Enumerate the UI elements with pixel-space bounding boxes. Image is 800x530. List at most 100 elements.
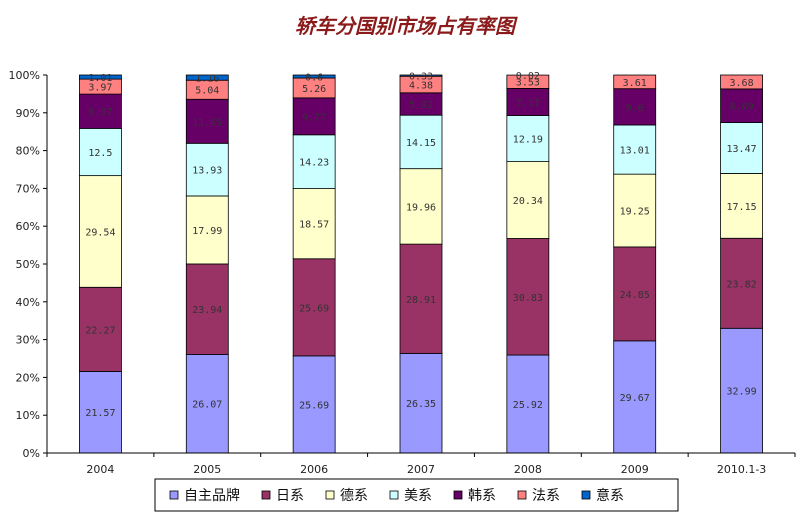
data-label: 12.5 — [88, 148, 112, 159]
legend: 自主品牌 日系 德系 美系 韩系 法系 意系 — [154, 478, 679, 512]
legend-label: 自主品牌 — [184, 487, 240, 504]
bar-segment — [79, 93, 122, 129]
bar-segment — [506, 238, 550, 356]
bar-segment — [399, 114, 443, 170]
data-labels-group: 21.57 22.27 29.54 12.5 9.07 3.971.01 26.07 23.9… — [85, 71, 756, 419]
data-label: 8.89 — [730, 102, 754, 113]
data-label: 0.02 — [516, 71, 540, 82]
data-label: 19.96 — [406, 202, 436, 213]
legend-box — [154, 478, 679, 512]
data-label: 17.99 — [192, 226, 222, 237]
y-tick-label: 30% — [16, 334, 40, 347]
legend-swatch — [325, 490, 335, 500]
bar-segment — [399, 168, 443, 245]
bar-segment — [185, 195, 229, 265]
bar-segment — [506, 354, 550, 454]
y-axis: 0% 10% 20% 30% 40% 50% 60% 70% 80% 90% 100% — [9, 69, 48, 460]
bar-segment — [292, 74, 336, 79]
bar-segment — [613, 74, 657, 90]
legend-label: 法系 — [532, 488, 560, 504]
data-label: 32.99 — [727, 387, 757, 398]
data-label: 22.27 — [85, 325, 115, 336]
bar-segment — [292, 97, 336, 136]
data-label: 4.38 — [409, 81, 433, 92]
data-label: 29.67 — [620, 393, 650, 404]
data-label: 9.77 — [302, 112, 326, 123]
y-tick-label: 90% — [16, 107, 40, 120]
bar-segment — [185, 263, 229, 355]
legend-swatch — [581, 490, 591, 500]
y-tick-label: 20% — [16, 371, 40, 384]
data-label: 14.15 — [406, 138, 436, 149]
bar-segment — [613, 173, 657, 248]
data-label: 20.34 — [513, 196, 543, 207]
data-label: 1.16 — [195, 74, 219, 85]
data-label: 3.68 — [730, 78, 754, 89]
bar-segment — [399, 243, 443, 354]
data-label: 13.93 — [192, 166, 222, 177]
data-label: 0.6 — [305, 72, 323, 83]
bar-segment — [79, 74, 122, 80]
legend-label: 日系 — [276, 488, 304, 504]
bar-segment — [185, 74, 229, 81]
data-label: 11.65 — [192, 117, 222, 128]
bar-segment — [185, 98, 229, 144]
bar-segment — [506, 88, 550, 116]
y-tick-label: 60% — [16, 220, 40, 233]
bars-group — [79, 74, 763, 454]
data-label: 5.26 — [302, 84, 326, 95]
data-label: 30.83 — [513, 293, 543, 304]
bar-segment — [185, 142, 229, 197]
data-label: 24.85 — [620, 290, 650, 301]
bar-segment — [399, 74, 443, 77]
data-label: 3.53 — [516, 78, 540, 89]
bar-segment — [506, 161, 550, 239]
x-axis: 2004 2005 2006 2007 2008 2009 2010.1-3 — [46, 452, 796, 476]
y-tick-label: 80% — [16, 145, 40, 158]
data-label: 28.91 — [406, 295, 436, 306]
legend-label: 美系 — [404, 488, 432, 504]
bar-segment — [720, 237, 763, 329]
data-label: 19.25 — [620, 207, 650, 218]
data-label: 17.15 — [727, 202, 757, 213]
data-label: 13.47 — [727, 144, 757, 155]
data-label: 25.69 — [299, 303, 329, 314]
data-label: 5.04 — [195, 86, 219, 97]
data-label: 26.35 — [406, 399, 436, 410]
data-label: 12.19 — [513, 135, 543, 146]
bar-segment — [613, 246, 657, 342]
legend-swatch — [517, 490, 527, 500]
data-label: 1.01 — [88, 73, 112, 84]
data-label: 5.92 — [409, 100, 433, 111]
legend-swatch — [169, 490, 179, 500]
bar-segment — [506, 115, 550, 162]
x-tick-label: 2005 — [193, 463, 221, 476]
bar-segment — [292, 355, 336, 454]
data-label: 26.07 — [192, 400, 222, 411]
x-tick-label: 2008 — [514, 463, 542, 476]
data-label: 3.97 — [88, 83, 112, 94]
legend-label: 意系 — [596, 487, 624, 504]
chart-title: 轿车分国别市场占有率图 — [295, 14, 518, 38]
bar-segment — [613, 340, 657, 454]
y-tick-label: 0% — [23, 447, 40, 460]
data-label: 23.94 — [192, 305, 222, 316]
bar-segment — [292, 134, 336, 189]
bar-segment — [292, 258, 336, 357]
data-label: 29.54 — [85, 227, 115, 238]
bar-segment — [185, 354, 229, 454]
data-label: 14.23 — [299, 158, 329, 169]
data-label: 9.6 — [626, 103, 644, 114]
y-tick-label: 50% — [16, 258, 40, 271]
data-label: 7.17 — [516, 98, 540, 109]
legend-label: 韩系 — [468, 488, 496, 504]
legend-label: 德系 — [340, 488, 368, 504]
bar-segment — [292, 188, 336, 260]
bar-segment — [613, 88, 657, 126]
bar-segment — [79, 371, 122, 454]
legend-swatch — [389, 490, 399, 500]
data-label: 9.07 — [88, 107, 112, 118]
data-label: 25.69 — [299, 400, 329, 411]
